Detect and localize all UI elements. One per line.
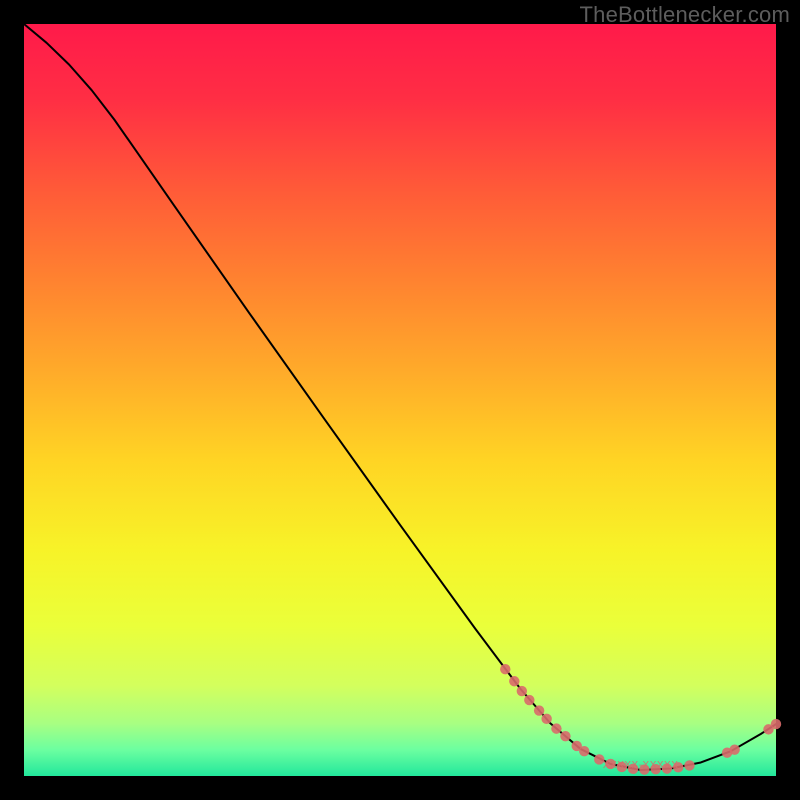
data-dot bbox=[560, 731, 570, 741]
watermark-text: TheBottlenecker.com bbox=[580, 2, 790, 28]
data-dot bbox=[524, 695, 534, 705]
data-dot bbox=[684, 760, 694, 770]
data-dot bbox=[771, 719, 781, 729]
data-dot bbox=[541, 714, 551, 724]
data-dot bbox=[551, 723, 561, 733]
data-dot bbox=[509, 676, 519, 686]
data-dot bbox=[579, 746, 589, 756]
data-dot bbox=[534, 705, 544, 715]
dot-cluster-label: XXXXX-XXXXX bbox=[603, 760, 679, 771]
plot-background bbox=[24, 24, 776, 776]
data-dot bbox=[517, 686, 527, 696]
data-dot bbox=[500, 664, 510, 674]
data-dot bbox=[729, 744, 739, 754]
chart-canvas: XXXXX-XXXXX bbox=[0, 0, 800, 800]
